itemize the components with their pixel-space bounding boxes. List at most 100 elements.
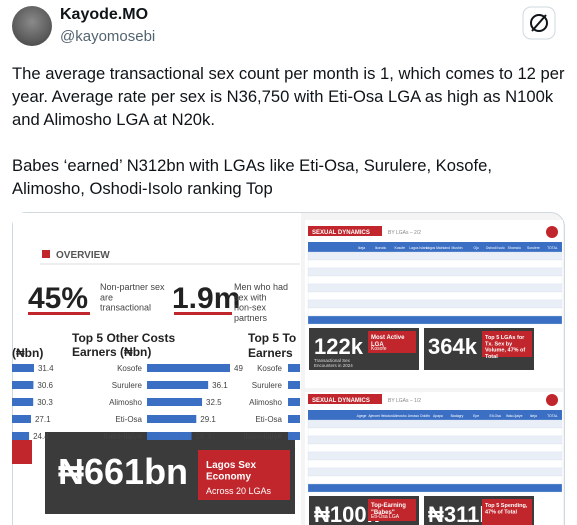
label: Eti-Osa LGA	[371, 514, 400, 520]
partial-bar	[288, 432, 300, 440]
user-handle[interactable]: @kayomosebi	[60, 28, 156, 45]
column-header: Agege	[357, 414, 367, 418]
column-header: Ajeromi Ifelodun	[368, 414, 393, 418]
table-row	[307, 299, 563, 309]
label: ₦661bn	[58, 451, 188, 492]
table-row	[307, 435, 563, 445]
bar-label: Ifako-Ijaiye	[243, 432, 282, 441]
column-header: Ikeja	[530, 414, 537, 418]
value-label: 49	[234, 364, 243, 373]
label: Kosofe	[371, 346, 387, 352]
bar-label: Surulere	[112, 381, 143, 390]
table-row	[307, 307, 563, 317]
table-row	[307, 275, 563, 285]
table-row	[307, 427, 563, 437]
column-header: Alimosho	[393, 414, 407, 418]
bar-label: Surulere	[252, 381, 283, 390]
partial-bar	[288, 398, 300, 406]
wrapped-label: Top-Earning "Babes"	[371, 503, 406, 516]
column-header: Ojo	[473, 246, 478, 250]
table-row	[307, 283, 563, 293]
paragraph: Babes ‘earned’ N312bn with LGAs like Eti…	[12, 156, 492, 198]
value-label: 32.5	[206, 398, 222, 407]
column-header: TOTAL	[547, 246, 558, 250]
bar	[12, 364, 34, 372]
avatar[interactable]	[12, 6, 52, 46]
table-row	[307, 419, 563, 429]
column-header: Epe	[473, 414, 479, 418]
bar	[147, 364, 230, 372]
label: Earners	[248, 346, 293, 360]
user-name[interactable]: Kayode.MO	[60, 6, 149, 23]
wrapped-label: Men who had sex with non-sex partners	[234, 282, 288, 323]
label: BY LGAs – 1/2	[388, 398, 421, 404]
value-label: 24.4	[33, 432, 49, 441]
table-row	[307, 443, 563, 453]
bar	[12, 381, 34, 389]
table-row	[307, 459, 563, 469]
bar	[147, 381, 209, 389]
paragraph: The average transactional sex count per …	[12, 64, 565, 129]
column-header: Kosofe	[394, 246, 405, 250]
table-row	[307, 267, 563, 277]
wrapped-label: Top 5 LGAs for Tx. Sex by Volume, 47% of To…	[485, 335, 525, 360]
bar	[147, 432, 192, 440]
wrapped-label: Lagos Sex Economy	[206, 460, 256, 483]
table-row	[307, 467, 563, 477]
column-header: Badagry	[451, 414, 464, 418]
wrapped-label: Top 5 Spending, 47% of Total	[485, 503, 528, 515]
label: SEXUAL DYNAMICS	[312, 398, 370, 404]
column-header: Ikeja	[358, 246, 365, 250]
bar	[147, 415, 197, 423]
label: 364k	[428, 334, 478, 359]
label: 45%	[28, 282, 88, 315]
label: Across 20 LGAs	[206, 486, 272, 496]
stat-tag	[368, 331, 416, 353]
column-header: Lagos Island	[409, 246, 428, 250]
column-header: Eti-Osa	[490, 414, 501, 418]
table-row	[307, 291, 563, 301]
column-header: Shomolu	[508, 246, 521, 250]
label: BY LGAs – 2/2	[388, 230, 421, 236]
label: 122k	[314, 334, 364, 359]
label: SEXUAL DYNAMICS	[312, 230, 370, 236]
partial-bar	[288, 364, 300, 372]
partial-bar	[288, 381, 300, 389]
bar-label: Alimosho	[249, 398, 282, 407]
table-header	[308, 242, 562, 252]
column-header: Lagos Mainland	[426, 246, 450, 250]
value-label: 31.4	[38, 364, 54, 373]
partial-bar	[288, 415, 300, 423]
value-label: 29.1	[200, 415, 216, 424]
bar	[12, 432, 30, 440]
title-strip	[308, 226, 382, 236]
label: ₦100k	[314, 502, 380, 525]
value-label: 30.3	[37, 398, 53, 407]
label: (₦bn)	[12, 346, 43, 360]
table-row	[307, 475, 563, 485]
bar	[12, 398, 34, 406]
value-label: 27.1	[35, 415, 51, 424]
stat-tag	[368, 499, 416, 521]
wrapped-label: Transactional Sex Encounters in 2024	[314, 358, 353, 368]
logo	[546, 226, 558, 238]
column-header: Apapa	[433, 414, 443, 418]
table-row	[307, 251, 563, 261]
value-label: 36.1	[212, 381, 228, 390]
column-header: Mushin	[452, 246, 463, 250]
bar-label: Kosofe	[257, 364, 282, 373]
wrapped-label: Most Active LGA	[371, 335, 405, 348]
label: 1.9m	[172, 282, 240, 315]
column-header: Ifako-Ijaiye	[506, 414, 523, 418]
bar-label: Kosofe	[117, 364, 142, 373]
label: Top 5 To	[248, 331, 296, 345]
grok-button[interactable]	[522, 6, 556, 40]
tweet-text: The average transactional sex count per …	[12, 62, 568, 223]
bar-label: Ifako-Ijaiye	[103, 432, 142, 441]
value-label: 30.6	[37, 381, 53, 390]
column-header: TOTAL	[547, 414, 558, 418]
table-row	[307, 315, 563, 325]
logo	[546, 394, 558, 406]
